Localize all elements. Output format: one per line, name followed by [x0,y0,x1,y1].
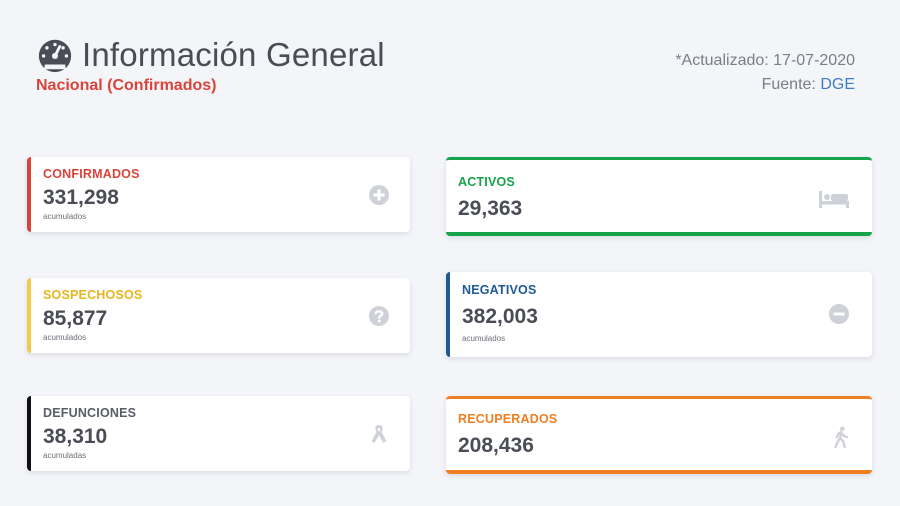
source-label: Fuente: [761,76,816,93]
updated-date: *Actualizado: 17-07-2020 [675,52,855,69]
page-title: Información General [82,36,385,73]
card-defunciones: DEFUNCIONES 38,310 acumuladas [27,396,410,471]
page-header: Información General [36,36,385,74]
card-value: 29,363 [458,197,523,220]
card-activos: ACTIVOS 29,363 [446,157,872,236]
card-label: ACTIVOS [458,175,515,189]
card-label: DEFUNCIONES [43,406,137,420]
card-label: CONFIRMADOS [43,167,140,181]
card-sublabel: acumulados [462,334,506,343]
walking-icon [834,426,849,448]
card-confirmados: CONFIRMADOS 331,298 acumulados [27,157,410,232]
card-value: 38,310 [43,425,108,448]
card-value: 331,298 [43,186,119,209]
source-line: Fuente: DGE [675,73,855,97]
card-recuperados: RECUPERADOS 208,436 [446,396,872,474]
ribbon-icon [371,425,387,443]
card-label: NEGATIVOS [462,283,537,297]
question-circle-icon [369,306,389,326]
card-label: SOSPECHOSOS [43,288,143,302]
update-info: *Actualizado: 17-07-2020 Fuente: DGE [675,49,855,97]
card-sublabel: acumulados [43,333,87,342]
card-sublabel: acumuladas [43,451,87,460]
source-link[interactable]: DGE [820,76,855,93]
card-sospechosos: SOSPECHOSOS 85,877 acumulados [27,278,410,353]
card-value: 382,003 [462,305,538,328]
card-value: 208,436 [458,434,534,457]
card-label: RECUPERADOS [458,412,558,426]
minus-circle-icon [829,304,849,324]
card-value: 85,877 [43,307,108,330]
card-negativos: NEGATIVOS 382,003 acumulados [446,272,872,357]
tachometer-icon [38,39,72,73]
bed-icon [819,191,849,208]
page-subtitle: Nacional (Confirmados) [36,77,217,94]
card-sublabel: acumulados [43,212,87,221]
plus-circle-icon [369,185,389,205]
